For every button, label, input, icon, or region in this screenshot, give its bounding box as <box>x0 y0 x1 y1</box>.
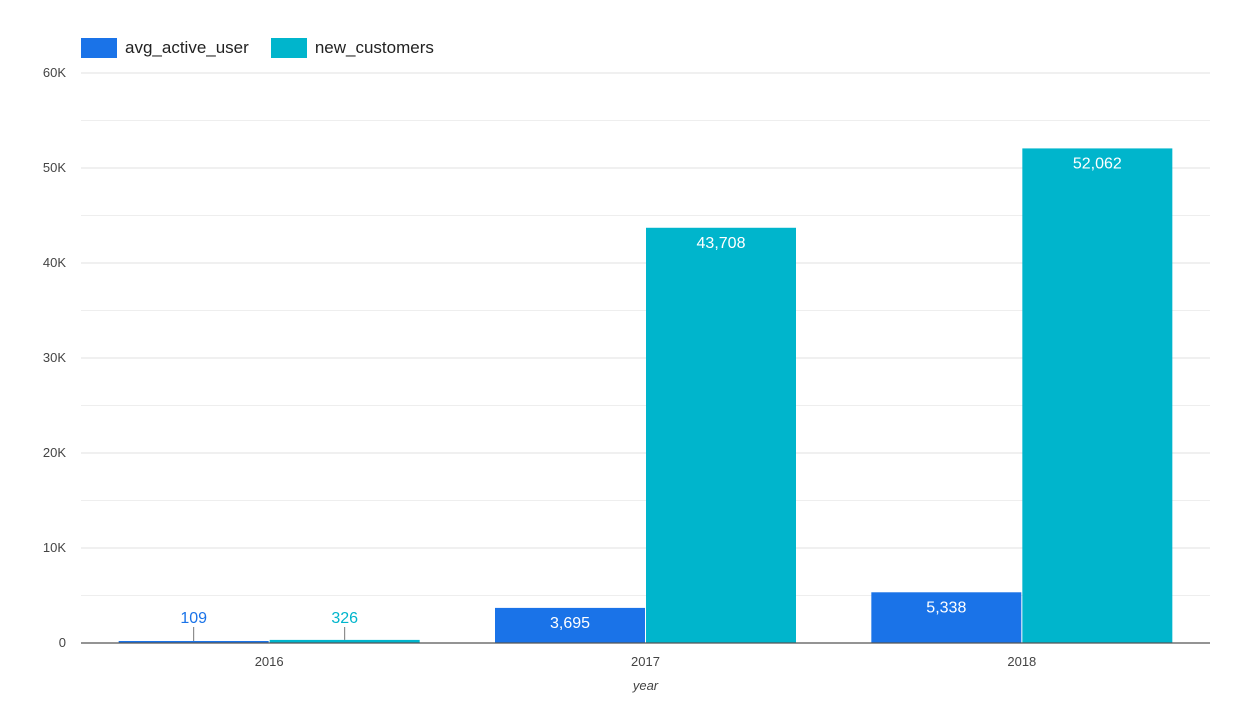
y-tick-label: 10K <box>43 540 66 555</box>
legend-item-avg-active-user[interactable]: avg_active_user <box>81 38 249 58</box>
y-tick-label: 0 <box>59 635 66 650</box>
legend-item-new-customers[interactable]: new_customers <box>270 38 434 58</box>
legend: avg_active_user new_customers <box>81 36 456 60</box>
y-tick-label: 30K <box>43 350 66 365</box>
data-label: 5,338 <box>926 599 966 616</box>
bar-new_customers-2016 <box>269 639 420 643</box>
data-label: 3,695 <box>550 615 590 632</box>
data-label: 109 <box>180 610 207 627</box>
y-tick-label: 20K <box>43 445 66 460</box>
x-tick-label: 2017 <box>631 654 660 669</box>
y-tick-label: 60K <box>43 65 66 80</box>
legend-swatch-avg-active-user <box>81 38 117 58</box>
data-label: 52,062 <box>1073 155 1122 172</box>
x-axis-title: year <box>632 678 659 693</box>
bar-new_customers-2017 <box>646 227 796 644</box>
legend-swatch-new-customers <box>270 38 307 58</box>
bar-new_customers-2018 <box>1022 148 1173 643</box>
data-label: 43,708 <box>697 235 746 252</box>
bar-avg_active_user-2016 <box>118 641 269 643</box>
bar-avg_active_user-2018 <box>871 592 1022 643</box>
x-tick-label: 2018 <box>1007 654 1036 669</box>
x-tick-label: 2016 <box>255 654 284 669</box>
y-tick-label: 40K <box>43 255 66 270</box>
data-label: 326 <box>331 610 358 627</box>
bar-avg_active_user-2017 <box>495 607 645 643</box>
legend-label-avg-active-user: avg_active_user <box>125 38 249 57</box>
legend-label-new-customers: new_customers <box>314 38 434 57</box>
y-tick-label: 50K <box>43 160 66 175</box>
